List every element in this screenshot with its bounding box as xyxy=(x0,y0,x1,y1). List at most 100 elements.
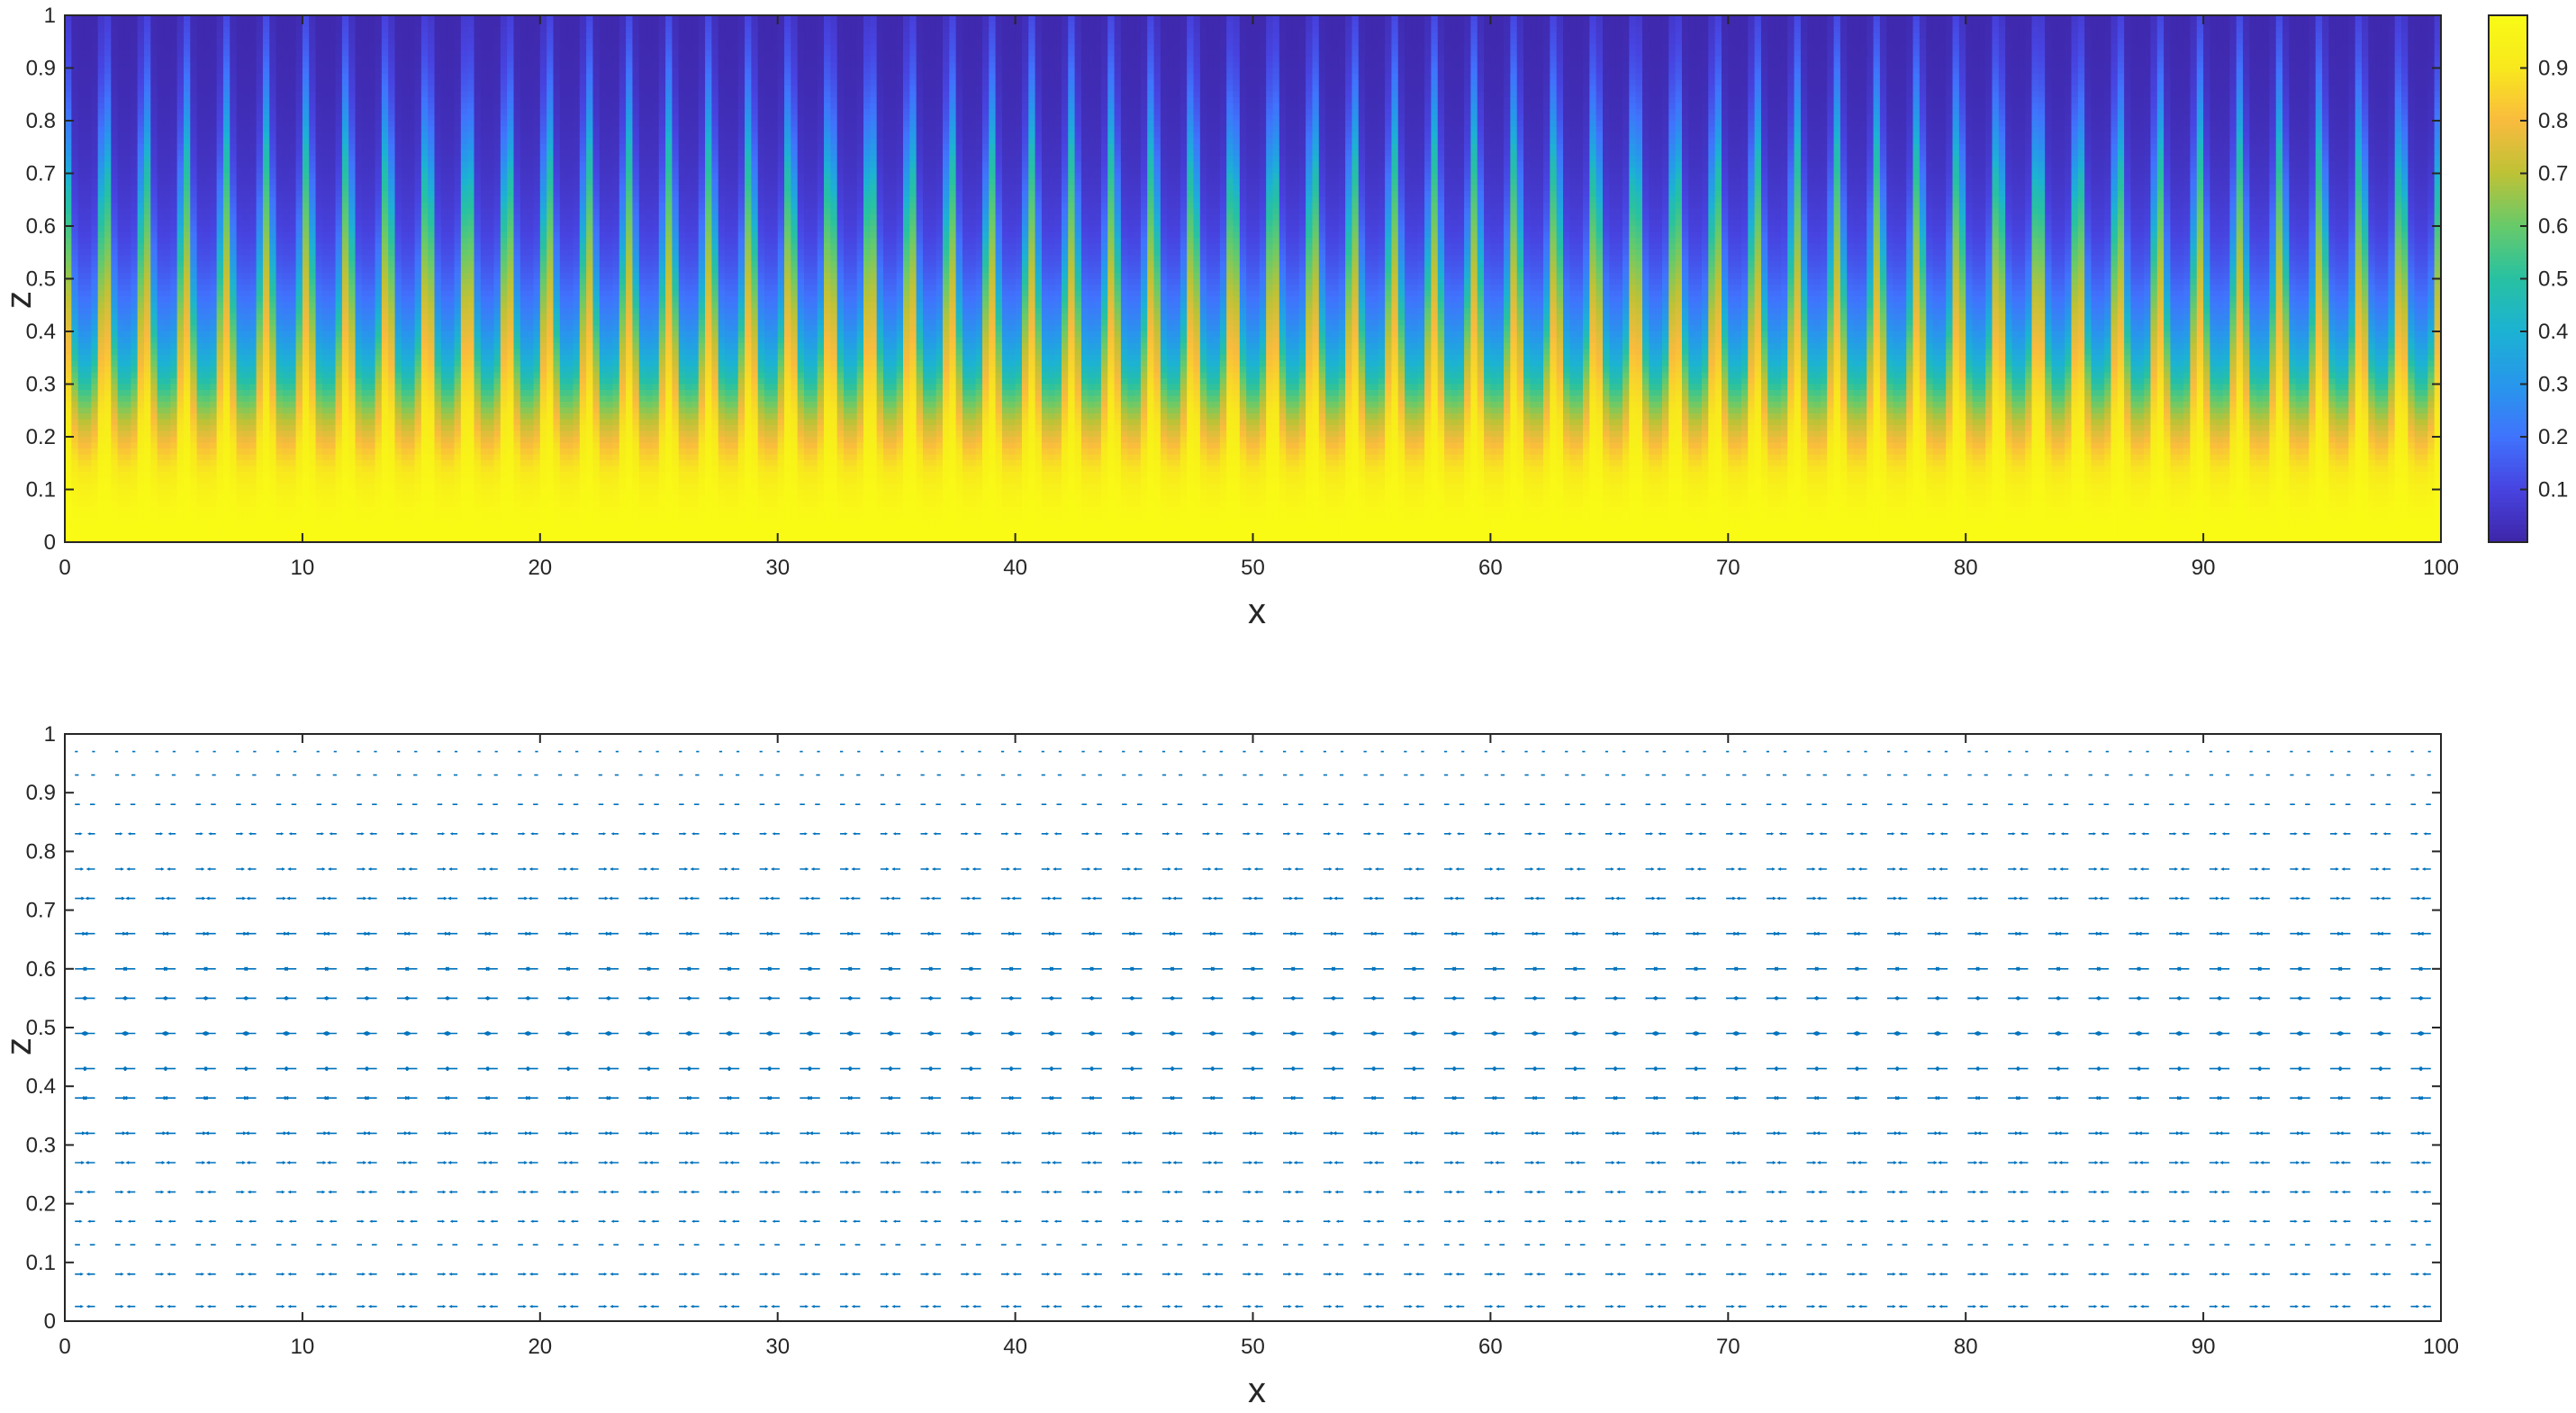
heatmap-cell xyxy=(303,331,310,338)
heatmap-cell xyxy=(336,57,343,63)
heatmap-cell xyxy=(184,279,191,285)
heatmap-cell xyxy=(91,279,98,285)
heatmap-cell xyxy=(243,314,250,321)
heatmap-cell xyxy=(124,22,131,28)
heatmap-cell xyxy=(237,179,244,186)
heatmap-cell xyxy=(217,80,224,86)
heatmap-cell xyxy=(210,15,217,22)
heatmap-cell xyxy=(203,232,211,239)
heatmap-cell xyxy=(91,285,98,291)
heatmap-cell xyxy=(210,390,217,396)
heatmap-cell xyxy=(368,68,375,75)
heatmap-cell xyxy=(276,326,284,332)
heatmap-cell xyxy=(382,115,389,122)
heatmap-cell xyxy=(190,425,197,431)
heatmap-cell xyxy=(177,74,185,80)
heatmap-cell xyxy=(388,249,395,256)
heatmap-cell xyxy=(276,104,284,110)
heatmap-cell xyxy=(138,197,145,204)
heatmap-cell xyxy=(118,127,125,133)
heatmap-cell xyxy=(415,74,422,80)
heatmap-cell xyxy=(223,186,230,192)
heatmap-cell xyxy=(283,507,290,513)
heatmap-cell xyxy=(336,413,343,420)
heatmap-cell xyxy=(382,144,389,150)
heatmap-cell xyxy=(78,338,86,344)
heatmap-cell xyxy=(197,495,204,502)
heatmap-cell xyxy=(217,27,224,33)
heatmap-cell xyxy=(144,214,151,221)
heatmap-cell xyxy=(217,57,224,63)
heatmap-cell xyxy=(71,174,78,180)
heatmap-cell xyxy=(296,244,303,250)
heatmap-cell xyxy=(296,139,303,145)
heatmap-cell xyxy=(85,57,92,63)
heatmap-cell xyxy=(269,221,276,227)
heatmap-cell xyxy=(223,484,230,490)
heatmap-cell xyxy=(118,256,125,262)
heatmap-cell xyxy=(289,519,296,525)
heatmap-cell xyxy=(118,507,125,513)
heatmap-cell xyxy=(158,244,165,250)
heatmap-cell xyxy=(395,530,402,537)
heatmap-cell xyxy=(269,279,276,285)
heatmap-cell xyxy=(249,27,257,33)
heatmap-cell xyxy=(395,256,402,262)
heatmap-cell xyxy=(375,314,383,321)
heatmap-cell xyxy=(158,385,165,391)
heatmap-cell xyxy=(283,314,290,321)
heatmap-cell xyxy=(71,127,78,133)
heatmap-cell xyxy=(408,361,415,367)
heatmap-cell xyxy=(348,203,356,209)
heatmap-cell xyxy=(91,22,98,28)
heatmap-cell xyxy=(150,174,158,180)
heatmap-cell xyxy=(342,390,349,396)
heatmap-cell xyxy=(303,385,310,391)
heatmap-cell xyxy=(203,97,211,104)
heatmap-cell xyxy=(348,448,356,455)
heatmap-cell xyxy=(342,338,349,344)
heatmap-cell xyxy=(316,408,323,414)
heatmap-cell xyxy=(91,413,98,420)
heatmap-cell xyxy=(65,291,72,297)
heatmap-cell xyxy=(368,314,375,321)
heatmap-cell xyxy=(395,27,402,33)
heatmap-cell xyxy=(65,261,72,267)
heatmap-cell xyxy=(158,460,165,466)
heatmap-cell xyxy=(322,33,330,40)
heatmap-cell xyxy=(177,279,185,285)
heatmap-cell xyxy=(283,92,290,98)
heatmap-cell xyxy=(356,121,363,127)
heatmap-cell xyxy=(184,214,191,221)
heatmap-cell xyxy=(124,39,131,45)
heatmap-cell xyxy=(190,33,197,40)
heatmap-cell xyxy=(85,68,92,75)
heatmap-cell xyxy=(263,92,270,98)
heatmap-cell xyxy=(223,209,230,215)
heatmap-cell xyxy=(203,420,211,426)
heatmap-cell xyxy=(150,443,158,449)
heatmap-cell xyxy=(170,478,177,485)
heatmap-cell xyxy=(362,168,369,174)
heatmap-cell xyxy=(177,214,185,221)
heatmap-cell xyxy=(283,144,290,150)
heatmap-cell xyxy=(131,132,138,139)
heatmap-cell xyxy=(375,104,383,110)
heatmap-cell xyxy=(329,343,336,349)
heatmap-cell xyxy=(336,209,343,215)
heatmap-cell xyxy=(237,285,244,291)
heatmap-cell xyxy=(257,209,264,215)
heatmap-cell xyxy=(230,179,237,186)
heatmap-cell xyxy=(309,186,316,192)
heatmap-cell xyxy=(184,308,191,314)
heatmap-cell xyxy=(243,367,250,373)
heatmap-cell xyxy=(257,57,264,63)
heatmap-cell xyxy=(322,92,330,98)
heatmap-cell xyxy=(85,267,92,274)
heatmap-cell xyxy=(111,74,118,80)
heatmap-cell xyxy=(408,22,415,28)
heatmap-cell xyxy=(263,320,270,326)
heatmap-cell xyxy=(78,221,86,227)
heatmap-cell xyxy=(158,361,165,367)
heatmap-cell xyxy=(65,209,72,215)
